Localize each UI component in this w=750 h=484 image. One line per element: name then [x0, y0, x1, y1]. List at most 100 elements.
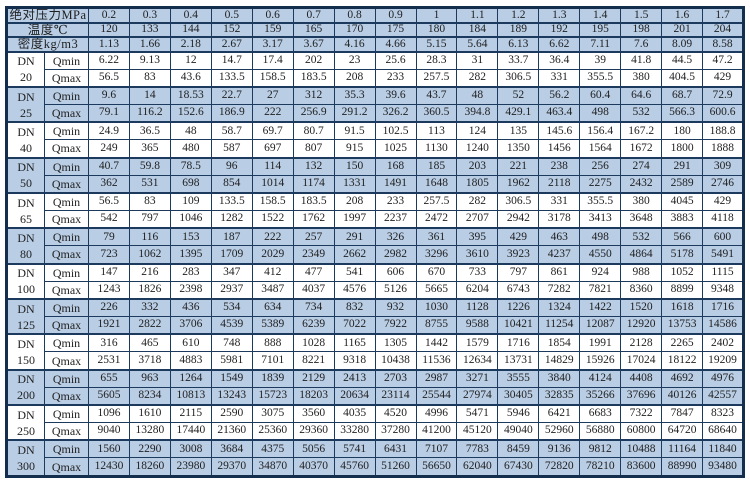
- qmin-value-cell: 91.5: [333, 121, 376, 141]
- qmin-value-cell: 5741: [333, 439, 376, 459]
- qmin-value-cell: 748: [210, 333, 253, 353]
- header-value-cell: 201: [661, 22, 704, 38]
- qmin-value-cell: 331: [538, 191, 581, 212]
- qmin-value-cell: 1115: [702, 262, 744, 282]
- qmin-value-cell: 102.5: [374, 121, 417, 141]
- qmax-value-cell: 355.5: [579, 68, 622, 88]
- qmax-value-cell: 807: [292, 139, 335, 159]
- qmax-value-cell: 21360: [210, 422, 253, 441]
- header-value-cell: 0.8: [333, 7, 376, 24]
- qmin-value-cell: 153: [169, 227, 212, 247]
- dn-size-cell: DN 25: [6, 85, 45, 123]
- qmin-value-cell: 2987: [415, 368, 458, 388]
- qmax-value-cell: 49040: [497, 422, 540, 441]
- qmax-value-cell: 8360: [620, 280, 663, 300]
- qmin-value-cell: 48: [169, 121, 212, 141]
- qmax-label-cell: Qmax: [44, 316, 89, 335]
- qmin-value-cell: 257.5: [415, 191, 458, 212]
- qmin-value-cell: 3075: [251, 403, 294, 424]
- dn-size-cell: DN 300: [6, 439, 45, 478]
- qmin-value-cell: 187: [210, 227, 253, 247]
- qmax-label-cell: Qmax: [44, 245, 89, 265]
- qmin-value-cell: 8459: [497, 439, 540, 459]
- qmin-value-cell: 861: [538, 262, 581, 282]
- qmin-value-cell: 168: [374, 156, 417, 176]
- qmax-value-cell: 42557: [702, 386, 744, 406]
- qmax-value-cell: 35266: [579, 386, 622, 406]
- qmax-value-cell: 1826: [128, 280, 171, 300]
- qmax-value-cell: 498: [579, 104, 622, 123]
- qmax-value-cell: 15926: [579, 351, 622, 371]
- qmin-value-cell: 2590: [210, 403, 253, 424]
- qmin-label-cell: Qmin: [44, 403, 89, 424]
- qmax-value-cell: 429.1: [497, 104, 540, 123]
- qmin-value-cell: 1226: [497, 297, 540, 318]
- qmin-value-cell: 2115: [169, 403, 212, 424]
- qmax-value-cell: 2472: [415, 210, 458, 229]
- dn-prefix-label: DN: [17, 372, 35, 387]
- qmin-value-cell: 6421: [538, 403, 581, 424]
- qmin-value-cell: 150: [333, 156, 376, 176]
- qmin-value-cell: 9136: [538, 439, 581, 459]
- qmin-value-cell: 124: [456, 121, 499, 141]
- qmin-value-cell: 4520: [374, 403, 417, 424]
- qmax-value-cell: 40126: [661, 386, 704, 406]
- qmin-value-cell: 283: [169, 262, 212, 282]
- dn-size-cell: DN 65: [6, 191, 45, 229]
- qmax-value-cell: 3178: [538, 210, 581, 229]
- qmin-label-cell: Qmin: [44, 50, 89, 70]
- qmax-value-cell: 79.1: [88, 104, 130, 123]
- qmin-value-cell: 600: [702, 227, 744, 247]
- qmax-value-cell: 480: [169, 139, 212, 159]
- qmin-value-cell: 9.6: [88, 85, 130, 106]
- dn-size-value: 40: [20, 140, 32, 155]
- qmax-value-cell: 2398: [169, 280, 212, 300]
- qmin-value-cell: 1305: [374, 333, 417, 353]
- qmax-value-cell: 5389: [251, 316, 294, 335]
- header-value-cell: 6.13: [497, 36, 540, 53]
- qmin-value-cell: 132: [292, 156, 335, 176]
- qmin-value-cell: 257: [292, 227, 335, 247]
- header-value-cell: 204: [702, 22, 744, 38]
- qmax-value-cell: 1331: [333, 174, 376, 194]
- header-value-cell: 192: [538, 22, 581, 38]
- qmax-value-cell: 3648: [620, 210, 663, 229]
- dn-size-value: 300: [17, 459, 35, 474]
- qmin-value-cell: 963: [128, 368, 171, 388]
- qmax-value-cell: 1282: [210, 210, 253, 229]
- qmax-value-cell: 854: [210, 174, 253, 194]
- qmin-value-cell: 655: [88, 368, 130, 388]
- qmin-value-cell: 1028: [292, 333, 335, 353]
- qmin-value-cell: 429: [702, 191, 744, 212]
- qmin-value-cell: 361: [415, 227, 458, 247]
- qmax-label-cell: Qmax: [44, 139, 89, 159]
- qmin-value-cell: 3008: [169, 439, 212, 459]
- qmax-value-cell: 3413: [579, 210, 622, 229]
- qmin-label-cell: Qmin: [44, 333, 89, 353]
- qmin-value-cell: 988: [620, 262, 663, 282]
- qmax-value-cell: 83: [128, 68, 171, 88]
- qmin-value-cell: 1264: [169, 368, 212, 388]
- qmin-value-cell: 312: [292, 85, 335, 106]
- qmin-value-cell: 3560: [292, 403, 335, 424]
- qmax-value-cell: 30405: [497, 386, 540, 406]
- qmax-value-cell: 3706: [169, 316, 212, 335]
- qmin-value-cell: 1324: [538, 297, 581, 318]
- qmin-value-cell: 216: [128, 262, 171, 282]
- qmax-value-cell: 394.8: [456, 104, 499, 123]
- qmax-value-cell: 20634: [333, 386, 376, 406]
- header-value-cell: 1.66: [128, 36, 171, 53]
- qmin-value-cell: 80.7: [292, 121, 335, 141]
- qmin-value-cell: 326: [374, 227, 417, 247]
- dn-prefix-label: DN: [17, 266, 35, 281]
- qmax-value-cell: 600.6: [702, 104, 744, 123]
- qmax-value-cell: 3296: [415, 245, 458, 265]
- header-row-label: 温度℃: [6, 22, 89, 38]
- qmax-value-cell: 72820: [538, 457, 581, 477]
- header-value-cell: 133: [128, 22, 171, 38]
- qmax-value-cell: 2707: [456, 210, 499, 229]
- qmax-value-cell: 404.5: [661, 68, 704, 88]
- qmin-value-cell: 2402: [702, 333, 744, 353]
- qmax-value-cell: 4118: [702, 210, 744, 229]
- qmin-value-cell: 7783: [456, 439, 499, 459]
